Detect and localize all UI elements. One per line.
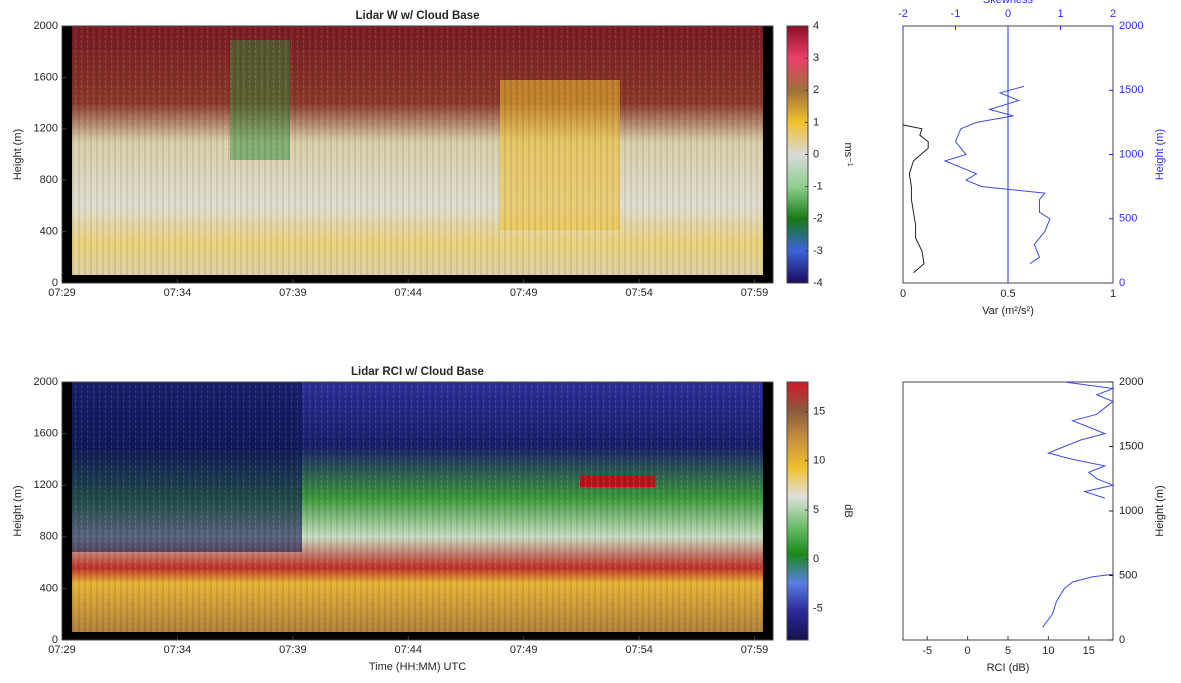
x-tick-label: 07:39 — [279, 644, 307, 656]
colorbar-tick-label: 10 — [813, 455, 825, 467]
chart-title: Lidar RCI w/ Cloud Base — [351, 366, 484, 378]
colorbar-tick-label: -5 — [813, 602, 823, 614]
x-axis-label: Var (m²/s²) — [982, 305, 1034, 317]
colorbar-tick-label: 2 — [813, 84, 819, 96]
y-tick-label: 2000 — [1119, 376, 1143, 388]
x-tick-label: 15 — [1083, 645, 1095, 657]
x-tick-label: 0 — [900, 288, 906, 300]
colorbar-tick-label: -2 — [813, 213, 823, 225]
x2-axis-label: Skewness — [983, 0, 1034, 6]
x2-tick-label: -2 — [898, 8, 908, 20]
plot-frame — [902, 381, 1114, 641]
y-tick-label: 0 — [52, 634, 58, 646]
plot-frame — [61, 25, 774, 284]
x-tick-label: 07:49 — [510, 287, 538, 299]
y-tick-label: 0 — [1119, 634, 1125, 646]
chart-title: Lidar W w/ Cloud Base — [356, 10, 480, 22]
y-axis-label: Height (m) — [1154, 129, 1166, 180]
x-tick-label: 07:44 — [395, 644, 423, 656]
x2-tick-label: 2 — [1110, 8, 1116, 20]
plot-frame — [61, 381, 774, 641]
y-tick-label: 1600 — [34, 71, 58, 83]
colorbar-tick-label: 3 — [813, 52, 819, 64]
y-axis-label: Height (m) — [12, 485, 24, 536]
x-tick-label: 07:39 — [279, 287, 307, 299]
y-tick-label: 1200 — [34, 479, 58, 491]
y-tick-label: 1500 — [1119, 440, 1143, 452]
x-tick-label: 1 — [1110, 288, 1116, 300]
y-tick-label: 500 — [1119, 213, 1137, 225]
x-tick-label: 5 — [1005, 645, 1011, 657]
x-tick-label: 10 — [1042, 645, 1054, 657]
x-tick-label: 0 — [965, 645, 971, 657]
x-tick-label: 07:44 — [395, 287, 423, 299]
profile-line — [902, 124, 929, 274]
colorbar-tick-label: -1 — [813, 181, 823, 193]
y-tick-label: 800 — [40, 174, 58, 186]
colorbar-tick-label: 5 — [813, 504, 819, 516]
y-tick-label: 1000 — [1119, 148, 1143, 160]
y-tick-label: 2000 — [34, 376, 58, 388]
colorbar-tick-label: -4 — [813, 277, 823, 289]
x-tick-label: 07:59 — [741, 287, 769, 299]
colorbar-tick-label: 0 — [813, 148, 819, 160]
y-tick-label: 2000 — [34, 20, 58, 32]
x-tick-label: 07:34 — [164, 287, 192, 299]
y-tick-label: 400 — [40, 582, 58, 594]
colorbar — [786, 381, 809, 641]
x2-tick-label: -1 — [951, 8, 961, 20]
colorbar-tick-label: 15 — [813, 405, 825, 417]
x-axis-label: RCI (dB) — [987, 662, 1030, 674]
x2-tick-label: 1 — [1057, 8, 1063, 20]
y-tick-label: 500 — [1119, 569, 1137, 581]
x-tick-label: 07:59 — [741, 644, 769, 656]
y-tick-label: 0 — [1119, 277, 1125, 289]
x-tick-label: 07:49 — [510, 644, 538, 656]
x-tick-label: 07:29 — [48, 287, 76, 299]
x2-tick-label: 0 — [1005, 8, 1011, 20]
colorbar-tick-label: -3 — [813, 245, 823, 257]
y-tick-label: 1000 — [1119, 505, 1143, 517]
y-tick-label: 0 — [52, 277, 58, 289]
colorbar-label: ms⁻¹ — [842, 142, 854, 166]
x-tick-label: 07:54 — [625, 644, 653, 656]
y-axis-label: Height (m) — [1154, 485, 1166, 536]
y-tick-label: 1500 — [1119, 84, 1143, 96]
x-tick-label: 07:29 — [48, 644, 76, 656]
y-tick-label: 2000 — [1119, 20, 1143, 32]
y-tick-label: 1600 — [34, 428, 58, 440]
x-tick-label: -5 — [922, 645, 932, 657]
y-tick-label: 1200 — [34, 123, 58, 135]
colorbar-tick-label: 4 — [813, 20, 819, 32]
colorbar-tick-label: 0 — [813, 553, 819, 565]
profile-line — [1042, 381, 1115, 628]
profile-line — [943, 85, 1051, 265]
y-tick-label: 400 — [40, 226, 58, 238]
y-tick-label: 800 — [40, 531, 58, 543]
x-axis-label: Time (HH:MM) UTC — [369, 661, 466, 673]
x-tick-label: 07:54 — [625, 287, 653, 299]
colorbar — [786, 25, 809, 284]
y-axis-label: Height (m) — [12, 129, 24, 180]
colorbar-label: dB — [842, 504, 854, 517]
x-tick-label: 0.5 — [1000, 288, 1015, 300]
heatmap-image — [62, 26, 773, 640]
colorbar-tick-label: 1 — [813, 116, 819, 128]
x-tick-label: 07:34 — [164, 644, 192, 656]
